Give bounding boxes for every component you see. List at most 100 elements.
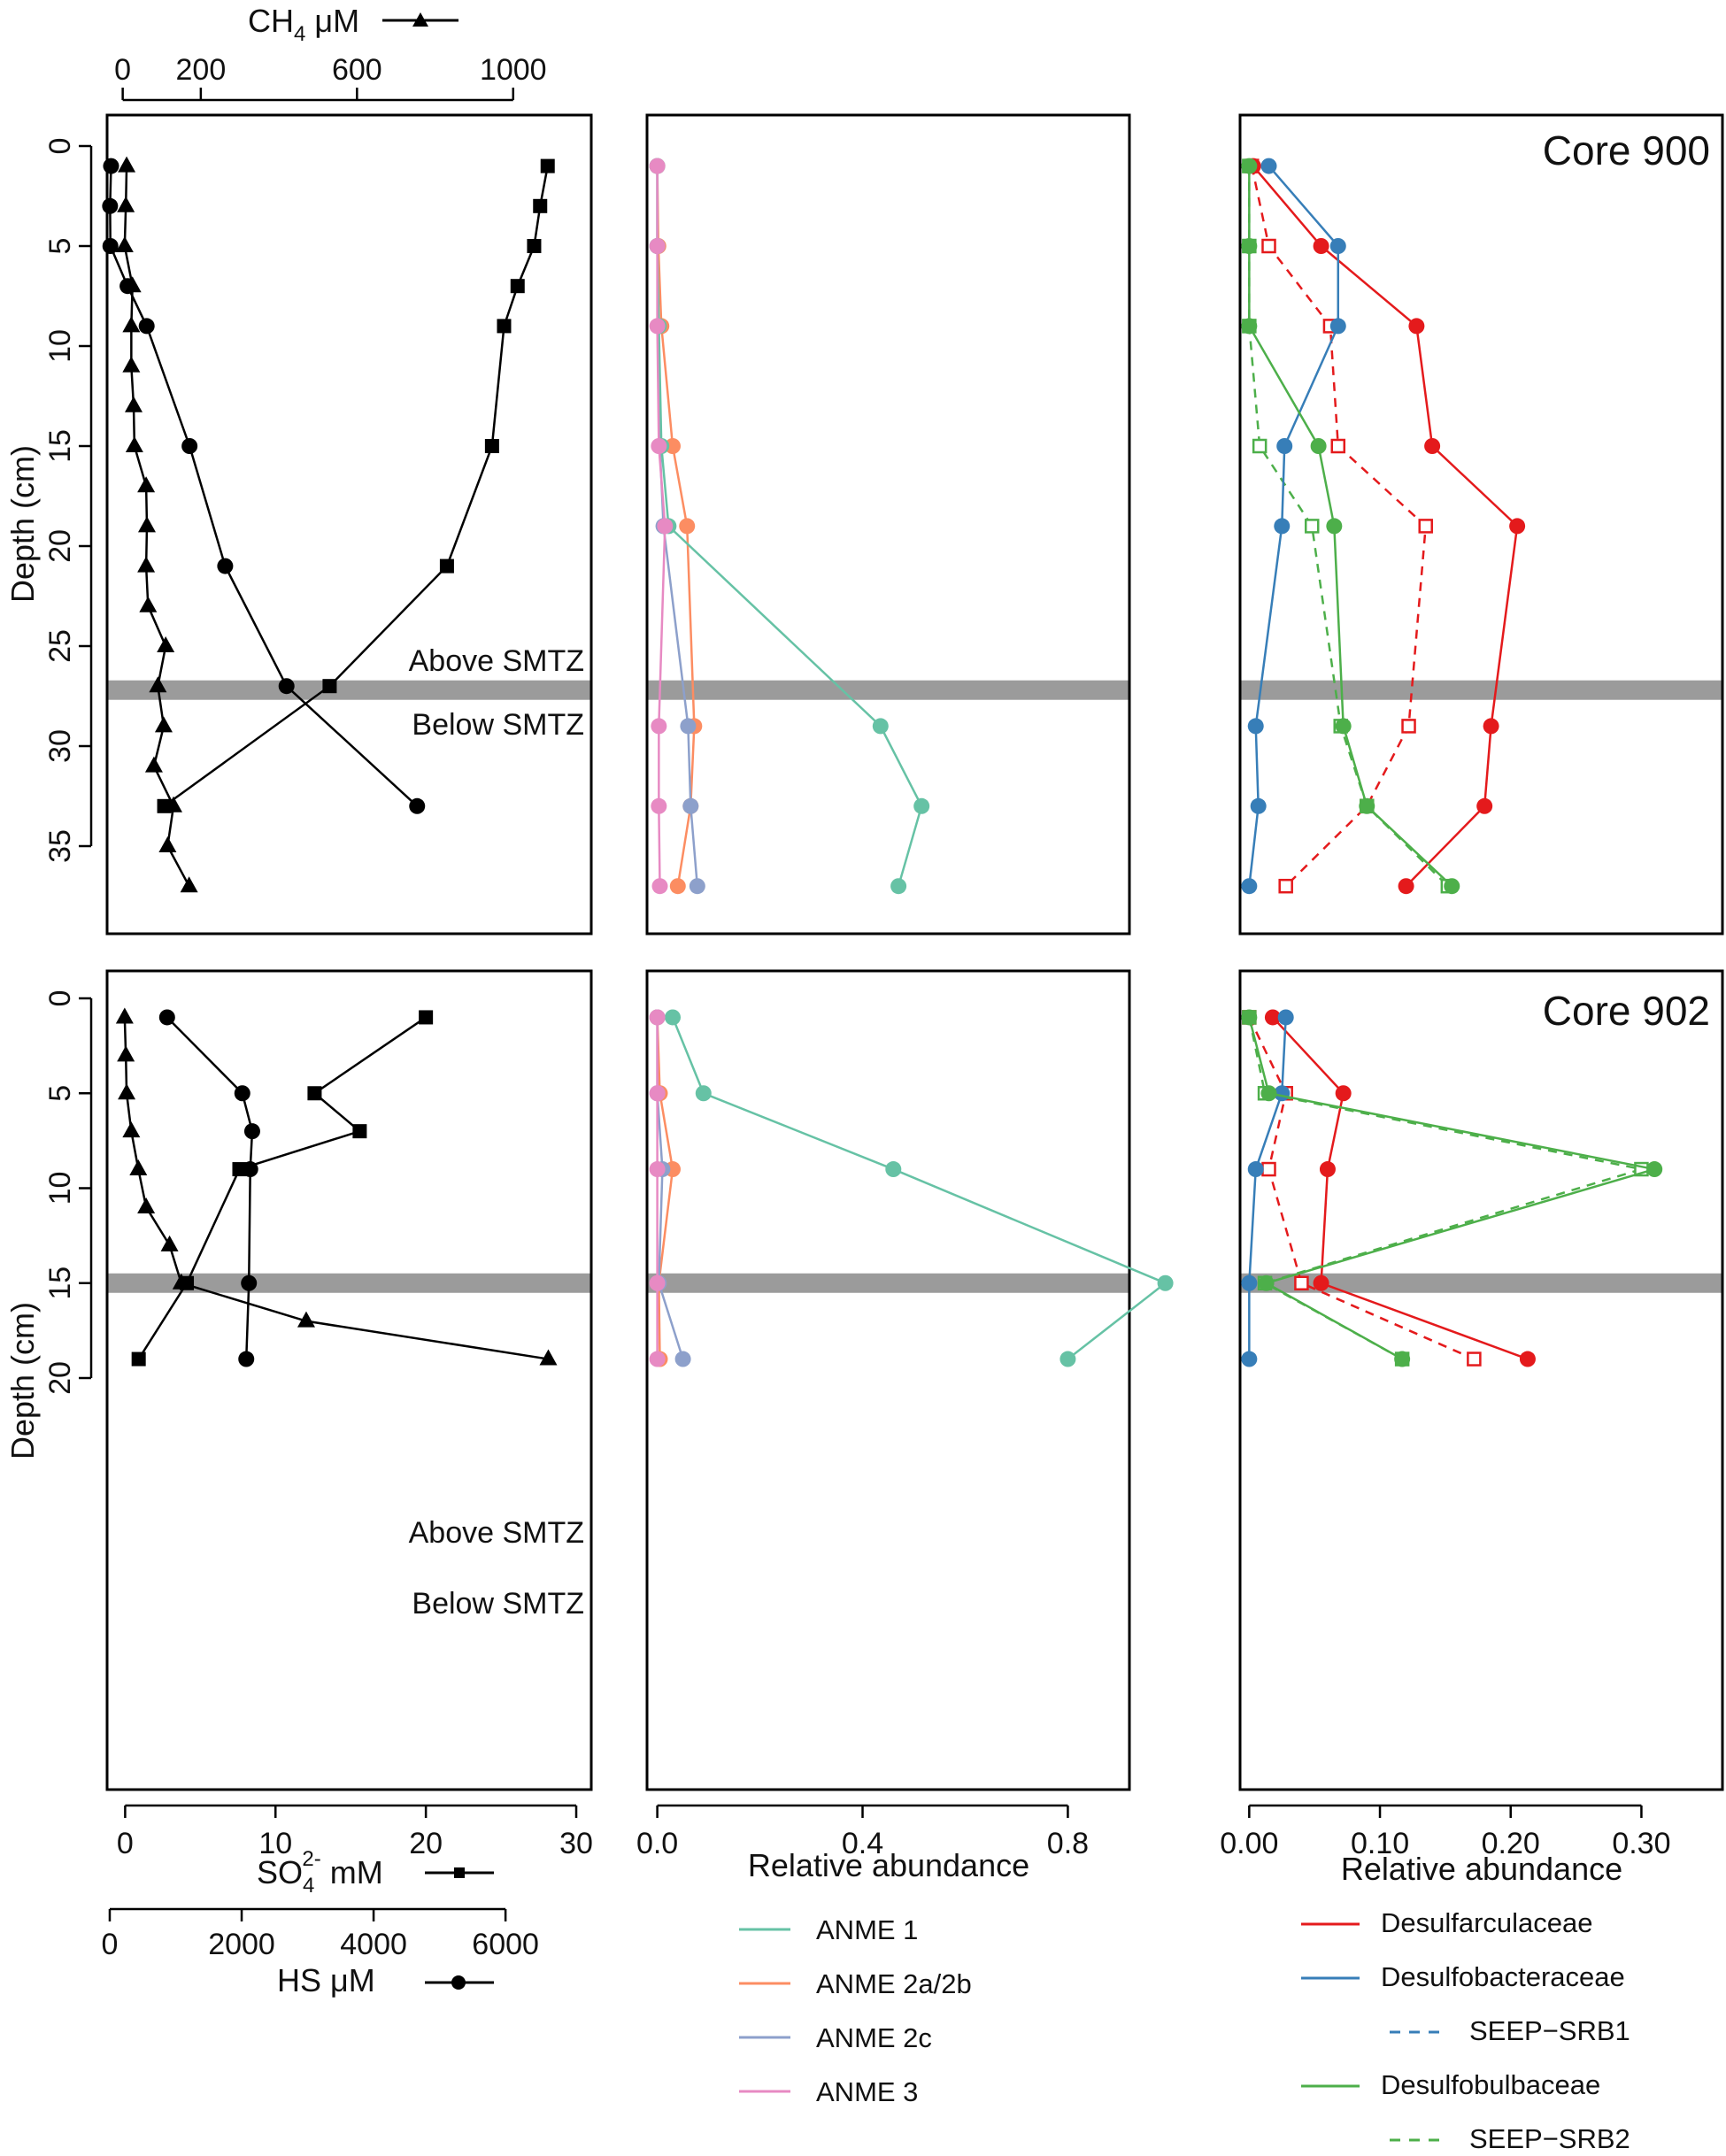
core900-so4-point-8 — [157, 798, 172, 813]
core900-hs-point-7 — [278, 678, 295, 695]
core900-anme-series-1-point-4 — [679, 518, 696, 535]
core900-ch4-point-14 — [154, 716, 173, 733]
panel-core902-geochem — [105, 969, 593, 1791]
core902-srb-series-0-point-2 — [1319, 1161, 1336, 1178]
core902-srb-series-3-point-4 — [1394, 1351, 1411, 1367]
core900-ch4-point-18 — [180, 876, 198, 893]
core900-anme-series-0-line — [656, 166, 923, 887]
core900-srb-series-2-line — [1251, 166, 1428, 888]
core902-so4-point-2 — [352, 1124, 367, 1139]
core900-depth-axis-tick-label: 25 — [43, 629, 77, 663]
core900-srb-series-0-point-1 — [1313, 238, 1329, 254]
anme-x-axis-tick-label: 0.8 — [1047, 1827, 1089, 1860]
ch4-axis-title: CH4 μM — [248, 3, 359, 46]
core902-srb-series-1-point-3 — [1241, 1274, 1258, 1291]
core902-anme-series-0-line — [671, 1016, 1168, 1360]
core902-srb-series-3-point-1 — [1260, 1085, 1277, 1102]
core902-hs-point-5 — [238, 1351, 255, 1367]
core900-srb-series-1-line — [1248, 165, 1340, 887]
hs-axis-title: HS μM — [277, 1962, 375, 1998]
depth-axis-title-core900: Depth (cm) — [4, 445, 41, 603]
core900-hs-point-1 — [102, 197, 119, 214]
core900-depth-axis-tick-label: 35 — [43, 829, 77, 863]
core900-depth-axis-tick-label: 10 — [43, 329, 77, 363]
core900-so4-point-7 — [322, 679, 337, 694]
core900-srb-series-1-point-2 — [1329, 318, 1346, 335]
so4-axis-tick-label: 0 — [117, 1827, 134, 1860]
core900-srb-series-3-point-6 — [1359, 797, 1375, 814]
core902-srb-series-0-point-3 — [1313, 1274, 1329, 1291]
core900-srb-series-3-point-0 — [1241, 158, 1258, 174]
core900-srb-series-0-point-4 — [1509, 518, 1526, 535]
core900-anme-series-0-point-5 — [872, 718, 889, 735]
core900-hs-point-0 — [103, 158, 119, 174]
core902-so4-point-4 — [180, 1275, 195, 1290]
core900-srb-series-3-line — [1248, 166, 1453, 888]
core902-so4-point-3 — [232, 1162, 247, 1177]
core900-anme-series-1-point-3 — [664, 438, 681, 454]
core900-anme-series-1-point-7 — [669, 878, 686, 895]
core900-ch4-point-4 — [122, 316, 141, 333]
core902-srb-series-1-point-0 — [1277, 1009, 1294, 1026]
core900-below-smtz-label: Below SMTZ — [412, 708, 584, 742]
core902-anme-series-0-point-1 — [695, 1085, 712, 1102]
core900-srb-series-2-point-7 — [1278, 878, 1293, 894]
legend-label-desulfobacteraceae: Desulfobacteraceae — [1381, 1961, 1625, 1992]
core900-depth-axis-tick-label: 20 — [43, 529, 77, 563]
core900-anme-series-2-point-7 — [689, 878, 705, 895]
panel-core900-srb — [1238, 113, 1724, 936]
panel-core900-anme — [645, 113, 1131, 936]
core900-so4-point-2 — [527, 239, 542, 253]
core900-so4-point-1 — [533, 198, 548, 213]
srb-legend: Desulfarculaceae Desulfobacteraceae SEEP… — [1301, 1907, 1630, 2154]
core900-anme-series-3-point-6 — [651, 797, 667, 814]
core902-above-smtz-label: Above SMTZ — [409, 1516, 584, 1550]
core900-label: Core 900 — [1543, 127, 1710, 173]
core900-anme-series-3-point-7 — [651, 878, 668, 895]
core902-ch4-point-4 — [129, 1159, 148, 1176]
core900-srb-series-4-point-3 — [1252, 438, 1268, 454]
so4-legend-key — [425, 1867, 494, 1878]
core900-srb-series-0-point-6 — [1476, 797, 1493, 814]
so4-axis-title: SO42- mM — [257, 1847, 383, 1898]
core900-anme-series-3-point-2 — [649, 318, 666, 335]
core902-anme-series-3-point-3 — [649, 1274, 666, 1291]
core902-srb-series-0-point-0 — [1264, 1009, 1281, 1026]
core900-anme-series-2-point-6 — [682, 797, 699, 814]
core902-anme-series-3-point-2 — [649, 1161, 666, 1178]
core902-depth-axis-tick-label: 20 — [43, 1361, 77, 1395]
ch4-axis-tick-label: 0 — [114, 53, 131, 87]
core900-ch4-point-7 — [125, 436, 143, 452]
core900-hs-point-4 — [138, 318, 155, 335]
anme-x-axis-tick-label: 0.0 — [636, 1827, 678, 1860]
srb-x-axis-tick-label: 0.10 — [1351, 1827, 1409, 1860]
anme-x-axis-title: Relative abundance — [748, 1847, 1029, 1883]
core900-srb-series-3-point-7 — [1444, 878, 1460, 895]
core900-srb-series-1-point-3 — [1276, 438, 1293, 454]
core902-depth-axis-tick-label: 10 — [43, 1172, 77, 1205]
legend-label-anme3: ANME 3 — [816, 2076, 918, 2107]
core902-srb-series-3-point-0 — [1241, 1009, 1258, 1026]
core900-hs-point-3 — [119, 278, 136, 295]
core902-srb-smtz-band — [1241, 1273, 1722, 1293]
core900-anme-series-3-point-4 — [657, 518, 674, 535]
core902-hs-line — [166, 1016, 254, 1359]
core900-ch4-point-10 — [137, 556, 156, 573]
core902-srb-series-3-point-2 — [1646, 1161, 1663, 1178]
core900-hs-point-8 — [409, 797, 426, 814]
core900-ch4-point-17 — [158, 836, 177, 852]
core900-anme-series-3-point-0 — [649, 158, 666, 174]
core902-srb-series-1-point-4 — [1241, 1351, 1258, 1367]
core900-anme-series-3-point-3 — [651, 438, 667, 454]
core902-depth-axis-tick-label: 5 — [43, 1085, 77, 1102]
panel-core902-anme — [645, 969, 1131, 1791]
hs-axis-tick-label: 0 — [102, 1928, 119, 1961]
legend-label-anme1: ANME 1 — [816, 1914, 918, 1945]
core902-below-smtz-label: Below SMTZ — [412, 1587, 584, 1621]
core900-srb-series-0-line — [1252, 165, 1519, 888]
core900-srb-series-1-point-6 — [1250, 797, 1267, 814]
core900-anme-series-0-point-6 — [913, 797, 930, 814]
core902-anme-series-0-point-2 — [885, 1161, 902, 1178]
core902-ch4-point-0 — [115, 1007, 134, 1024]
